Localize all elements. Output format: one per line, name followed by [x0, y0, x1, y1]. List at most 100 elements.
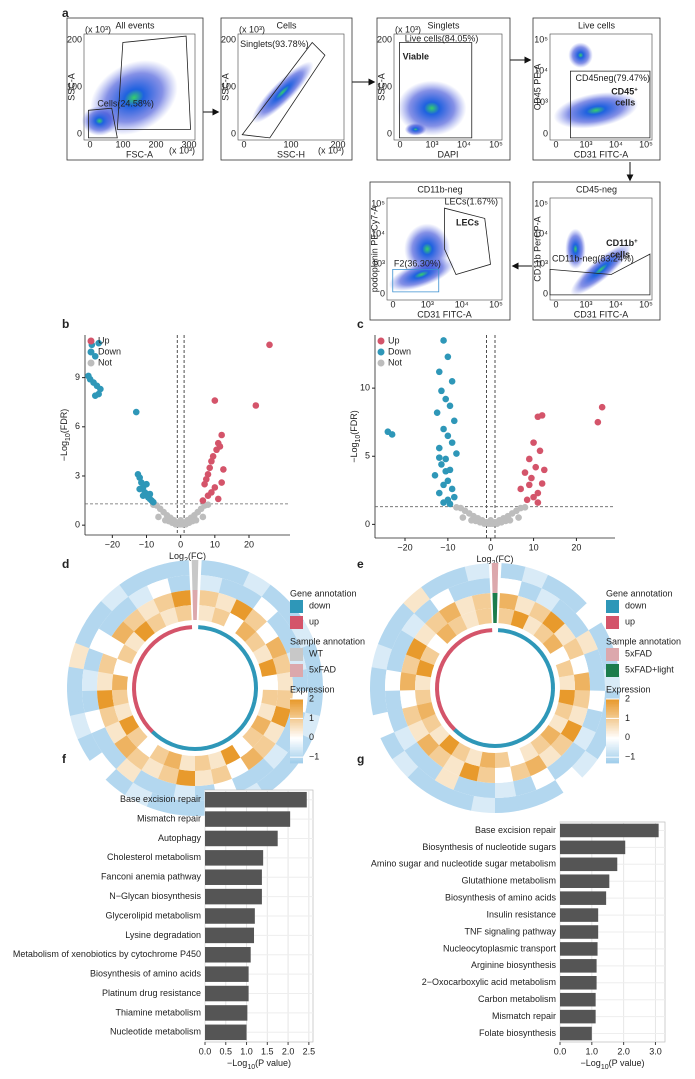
heat-cell — [89, 751, 117, 780]
heat-cell — [298, 712, 320, 740]
gene-annotation — [236, 721, 247, 734]
heat-cell — [115, 757, 142, 783]
heat-cell — [242, 726, 264, 748]
gene-annotation — [472, 739, 485, 747]
flow-title: Singlets — [427, 20, 460, 30]
gene-annotation — [157, 630, 171, 641]
heat-cell — [371, 643, 393, 670]
gene-annotation — [245, 654, 255, 668]
gene-annotation — [132, 665, 140, 679]
heat-cell — [510, 610, 530, 630]
colorbar-step — [606, 759, 619, 762]
heat-cell — [200, 575, 223, 594]
point — [442, 455, 450, 463]
flow-xtick: 0 — [241, 139, 246, 149]
colorbar-step — [606, 750, 619, 753]
gene-annotation — [133, 700, 141, 714]
point — [448, 485, 456, 493]
panel-label: e — [357, 557, 364, 571]
heat-cell — [453, 775, 477, 796]
x-tick-label: −20 — [105, 539, 120, 549]
x-tick-label: 1.5 — [261, 1046, 274, 1056]
colorbar-step — [290, 713, 303, 716]
heat-cell — [454, 595, 476, 616]
category-label: Base excision repair — [120, 794, 201, 804]
colorbar-step — [290, 715, 303, 717]
colorbar-step — [290, 753, 303, 756]
heat-cell — [473, 781, 495, 798]
panel-label: d — [62, 557, 69, 571]
colorbar-step — [290, 711, 303, 714]
gate-label: CD45neg(79.47%) — [576, 73, 651, 83]
flow-xlabel: CD31 FITC-A — [417, 309, 472, 319]
point — [594, 418, 602, 426]
category-label: Glutathione metabolism — [461, 876, 556, 886]
colorbar-step — [606, 726, 619, 729]
flow-xunit: (x 10³) — [169, 145, 195, 155]
heat-cell — [403, 586, 431, 614]
heat-cell — [84, 708, 106, 734]
point — [440, 425, 447, 433]
point — [132, 408, 140, 416]
flow-ytick: 200 — [377, 34, 392, 44]
bar — [205, 1024, 247, 1041]
heat-cell — [404, 741, 429, 767]
heat-cell — [470, 795, 495, 813]
point — [189, 517, 196, 525]
flow-xlabel: SSC-H — [277, 149, 305, 159]
flow-ytick: 10⁵ — [371, 198, 385, 208]
legend-swatch — [87, 359, 95, 367]
legend-label: Up — [98, 335, 110, 345]
label-sub: 10 — [65, 433, 72, 441]
heat-cell — [428, 745, 452, 768]
x-tick-label: 0.5 — [220, 1046, 233, 1056]
gene-annotation — [542, 656, 552, 669]
sample-annotation — [192, 590, 198, 606]
heat-cell — [394, 725, 417, 751]
heat-cell — [67, 690, 85, 716]
flow-title: Live cells — [578, 20, 616, 30]
gene-annotation — [252, 689, 258, 702]
population-name: Viable — [403, 52, 429, 62]
heat-cell — [77, 732, 103, 761]
gene-annotation — [435, 689, 441, 702]
point — [86, 375, 94, 383]
heat-cell — [554, 766, 583, 793]
point — [214, 495, 222, 503]
flow-xtick: 10³ — [425, 139, 438, 149]
point — [440, 337, 447, 344]
heat-cell — [112, 689, 129, 707]
label-rest: (FDR) — [59, 409, 69, 434]
colorbar-step — [290, 761, 303, 764]
legend-label: Up — [388, 335, 400, 345]
point — [218, 431, 225, 439]
category-label: Nucleocytoplasmic transport — [443, 943, 557, 953]
colorbar-step — [606, 705, 619, 708]
bar — [560, 976, 597, 990]
legend-swatch — [606, 648, 619, 661]
population-label: CD45+ — [611, 87, 638, 97]
flow-ylabel: podoplanin PE-Cy7-A — [369, 206, 379, 293]
flow-xtick: 10⁴ — [609, 299, 623, 309]
colorbar-step — [606, 718, 619, 721]
gene-annotation — [546, 700, 554, 713]
bar — [560, 1009, 596, 1024]
heat-cell — [540, 724, 561, 746]
colorbar-step — [290, 729, 303, 732]
heat-cell — [152, 778, 177, 799]
label-main: −Log — [581, 1058, 601, 1068]
heat-cell — [510, 762, 531, 782]
colorbar-step — [606, 731, 619, 733]
gene-annotation — [194, 745, 208, 751]
heat-cell — [554, 702, 574, 721]
heat-cell — [113, 658, 132, 677]
heat-cell — [415, 689, 432, 706]
gate — [444, 207, 491, 275]
colorbar-step — [606, 748, 619, 751]
heat-cell — [105, 720, 127, 744]
gene-annotation — [452, 727, 465, 739]
flow-xlabel: FSC-A — [126, 149, 153, 159]
point — [218, 479, 225, 486]
heat-cell — [560, 720, 583, 743]
point — [442, 467, 450, 475]
